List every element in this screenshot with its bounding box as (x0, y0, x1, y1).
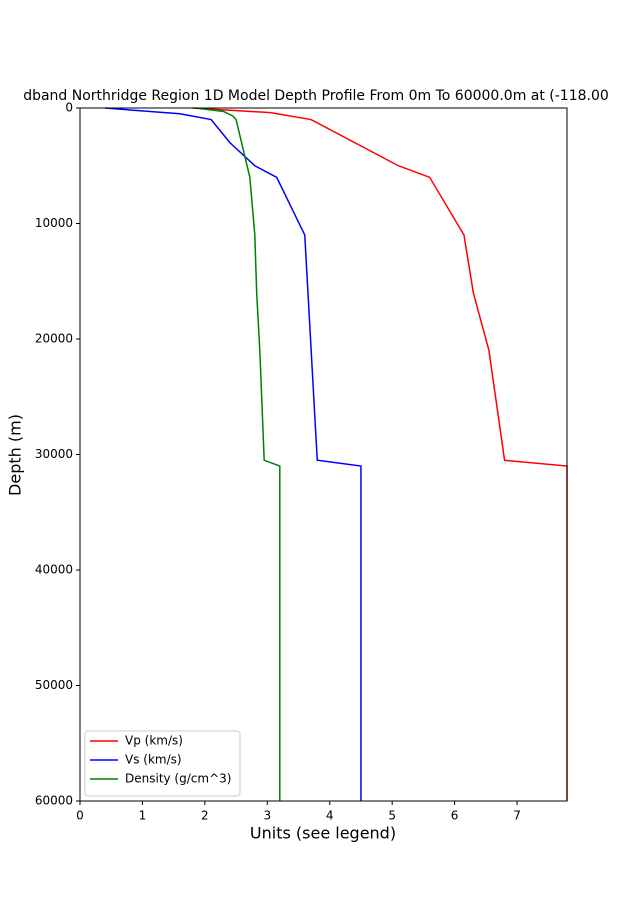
legend-label: Vp (km/s) (125, 734, 183, 748)
legend-label: Vs (km/s) (125, 753, 182, 767)
x-tick-label: 4 (326, 809, 334, 823)
legend-label: Density (g/cm^3) (125, 772, 231, 786)
legend-box (84, 730, 241, 797)
x-tick-label: 3 (263, 809, 271, 823)
y-tick-label: 60000 (35, 794, 73, 808)
x-tick-label: 5 (388, 809, 396, 823)
y-tick-label: 30000 (35, 447, 73, 461)
y-axis-label: Depth (m) (6, 414, 25, 496)
y-tick-label: 10000 (35, 216, 73, 230)
x-axis-label: Units (see legend) (250, 824, 396, 843)
x-tick-label: 1 (139, 809, 147, 823)
plot-frame (79, 107, 568, 802)
x-tick-label: 6 (451, 809, 459, 823)
x-tick-label: 0 (76, 809, 84, 823)
series-line (195, 107, 281, 801)
x-tick-label: 7 (513, 809, 521, 823)
series-line (192, 107, 568, 801)
y-tick-label: 0 (65, 101, 73, 115)
y-tick-label: 20000 (35, 332, 73, 346)
x-tick-label: 2 (201, 809, 209, 823)
chart-title: dband Northridge Region 1D Model Depth P… (23, 88, 609, 104)
series-line (104, 107, 362, 801)
y-tick-label: 40000 (35, 563, 73, 577)
y-tick-label: 50000 (35, 678, 73, 692)
